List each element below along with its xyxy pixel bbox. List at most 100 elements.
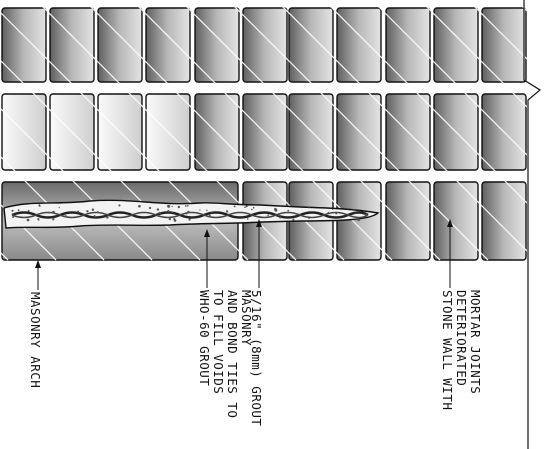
grout-speck <box>246 218 249 220</box>
stone-block <box>145 7 191 83</box>
stone-block <box>49 7 95 83</box>
tie-label: 5/16" (8mm) GROUT <box>249 290 264 426</box>
grout-speck <box>354 212 357 214</box>
grout-speck <box>158 211 161 215</box>
grout-speck <box>267 214 269 217</box>
stone-block <box>288 7 334 83</box>
grout-speck <box>352 209 355 212</box>
grout-speck <box>292 218 295 221</box>
stone-block <box>481 7 527 83</box>
stone-wall-label: STONE WALL WITH DETERIORATED MORTAR JOIN… <box>440 290 483 410</box>
grout-speck <box>156 208 160 211</box>
grout-speck <box>365 214 368 217</box>
hatch-line <box>467 0 544 77</box>
grout-speck <box>244 206 246 208</box>
stone-block <box>385 7 431 83</box>
stone-block <box>242 93 288 171</box>
svg-text:AND BOND TIES TO: AND BOND TIES TO <box>225 290 240 418</box>
grout-speck <box>171 205 173 208</box>
stone-block <box>433 181 479 261</box>
grout-speck <box>27 209 30 212</box>
hatch-line <box>275 0 537 261</box>
stone-block <box>97 7 143 83</box>
grout-speck <box>93 215 96 217</box>
stone-block <box>194 7 240 83</box>
hatch-line <box>419 0 544 125</box>
who60-grout-arrow <box>204 229 210 237</box>
grout-speck <box>279 216 282 219</box>
grout-speck <box>52 210 55 214</box>
svg-text:TO FILL VOIDS: TO FILL VOIDS <box>211 290 226 394</box>
grout-speck <box>327 211 330 214</box>
grout-tie-rod-twist <box>11 211 369 219</box>
grout-speck <box>177 205 181 209</box>
stone-block <box>433 7 479 83</box>
who60-grout-label: WHO-60 GROUT TO FILL VOIDS AND BOND TIES… <box>197 290 254 418</box>
grout-speck <box>199 209 201 211</box>
svg-text:MORTAR JOINTS: MORTAR JOINTS <box>468 290 483 394</box>
grout-speck <box>211 212 213 214</box>
grout-speck <box>17 209 20 212</box>
grout-speck <box>206 209 208 212</box>
grout-speck <box>188 218 191 221</box>
grout-speck <box>171 211 174 213</box>
grout-speck <box>251 208 253 211</box>
stone-wall-arrow <box>447 219 453 227</box>
grout-speck <box>11 209 14 212</box>
grout-speck <box>252 206 255 209</box>
masonry-arch-label: MASONRY ARCH <box>28 292 43 388</box>
grout-speck <box>225 210 229 213</box>
grout-speck <box>39 205 41 207</box>
stone-block <box>336 93 382 171</box>
svg-text:WHO-60 GROUT: WHO-60 GROUT <box>197 290 212 386</box>
grout-speck <box>335 212 338 215</box>
grout-speck <box>208 214 211 217</box>
grout-speck <box>308 217 310 220</box>
grout-speck <box>138 204 141 208</box>
grout-speck <box>185 213 188 215</box>
grout-speck <box>287 209 290 212</box>
stone-block <box>385 181 431 261</box>
grout-speck <box>91 208 95 211</box>
grout-speck <box>48 211 51 214</box>
grout-speck <box>106 215 109 219</box>
grout-speck <box>58 207 60 209</box>
grout-tie-rod <box>11 211 369 219</box>
grout-speck <box>245 205 248 208</box>
grout-speck <box>364 211 366 213</box>
svg-text:DETERIORATED: DETERIORATED <box>454 290 469 386</box>
wall-edge-break <box>523 0 542 449</box>
grout-speck <box>26 218 30 222</box>
grout-speck <box>167 204 170 208</box>
svg-text:MASONRY: MASONRY <box>239 290 254 346</box>
grout-speck <box>308 207 310 209</box>
grout-speck <box>118 204 121 207</box>
svg-text:STONE WALL WITH: STONE WALL WITH <box>440 290 455 410</box>
stone-block <box>242 7 288 83</box>
grout-speck <box>168 217 172 221</box>
grout-speck <box>274 209 278 212</box>
masonry-arch-arrow <box>35 260 41 268</box>
grout-speck <box>86 210 89 213</box>
tie-arrow <box>256 219 262 227</box>
hatch-line <box>179 0 441 261</box>
grout-speck <box>77 210 80 213</box>
stone-block <box>288 93 334 171</box>
grout-speck <box>173 219 177 222</box>
grout-speck <box>357 218 360 222</box>
stone-block <box>1 7 47 83</box>
hatch-line <box>227 0 489 261</box>
grout-speck <box>278 214 281 217</box>
stone-block <box>336 7 382 83</box>
grout-speck <box>96 211 99 214</box>
stone-block <box>481 181 527 261</box>
grout-speck <box>148 206 152 210</box>
hatch-line <box>323 0 544 221</box>
grout-speck <box>332 208 334 210</box>
grout-speck <box>157 214 160 218</box>
grout-speck <box>12 216 15 219</box>
grout-speck <box>184 205 187 207</box>
grout-speck <box>37 219 40 221</box>
grout-aggregate <box>11 204 368 222</box>
